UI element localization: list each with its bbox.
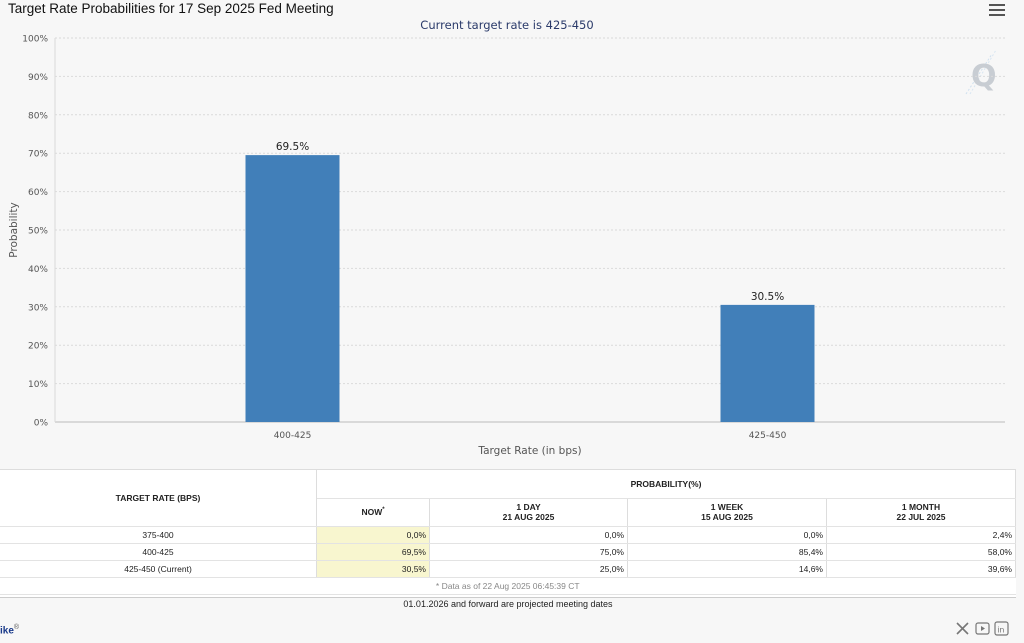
bar <box>245 155 340 422</box>
bar <box>720 304 815 422</box>
brand-text[interactable]: ike® <box>0 624 20 637</box>
chart-title: Target Rate Probabilities for 17 Sep 202… <box>8 1 334 16</box>
chart-container: Target Rate Probabilities for 17 Sep 202… <box>8 1 1005 457</box>
bar-chart: 0% 10% 20% 30% 40% 50% 60% 70% 80% 90% 100% 69.5% 3… <box>8 35 1005 457</box>
y-tick-label: 40% <box>28 265 48 275</box>
y-tick-label: 0% <box>34 419 49 429</box>
svg-text:in: in <box>997 626 1004 635</box>
target-rate-header: TARGET RATE (BPS) <box>0 470 317 527</box>
y-tick-label: 30% <box>28 303 48 313</box>
x-axis-label: Target Rate (in bps) <box>477 445 581 457</box>
one-week-header: 1 WEEK 15 AUG 2025 <box>627 498 827 527</box>
one-month-header: 1 MONTH 22 JUL 2025 <box>826 498 1016 527</box>
y-tick-label: 20% <box>28 342 48 352</box>
probability-table-container: TARGET RATE (BPS) PROBABILITY(%) NOW* 1 … <box>0 469 1016 598</box>
y-tick-label: 50% <box>28 227 48 237</box>
table-row: 425-450 (Current) 30,5% 25,0% 14,6% 39,6… <box>0 560 1016 578</box>
y-tick-label: 10% <box>28 380 48 390</box>
probability-table: TARGET RATE (BPS) PROBABILITY(%) NOW* 1 … <box>0 470 1016 595</box>
data-timestamp-note: * Data as of 22 Aug 2025 06:45:39 CT <box>0 577 1016 595</box>
y-tick-label: 70% <box>28 150 48 160</box>
table-row: 400-425 69,5% 75,0% 85,4% 58,0% <box>0 543 1016 561</box>
chart-menu-icon[interactable] <box>989 4 1005 18</box>
y-tick-label: 100% <box>22 35 48 45</box>
one-day-header: 1 DAY 21 AUG 2025 <box>429 498 628 527</box>
x-tick-label: 400-425 <box>274 431 312 441</box>
table-row: 375-400 0,0% 0,0% 0,0% 2,4% <box>0 526 1016 544</box>
linkedin-icon[interactable]: in <box>994 621 1009 636</box>
projected-dates-note: 01.01.2026 and forward are projected mee… <box>403 599 613 609</box>
now-header: NOW* <box>316 498 430 527</box>
y-tick-label: 80% <box>28 111 48 121</box>
probability-header: PROBABILITY(%) <box>316 470 1016 499</box>
x-tick-label: 425-450 <box>749 431 787 441</box>
youtube-icon[interactable] <box>975 621 990 636</box>
data-label: 69.5% <box>276 141 309 153</box>
data-label: 30.5% <box>751 291 784 303</box>
x-icon[interactable] <box>955 621 970 636</box>
chart-subtitle: Current target rate is 425-450 <box>420 18 594 32</box>
y-axis-label: Probability <box>8 202 20 258</box>
y-tick-label: 90% <box>28 73 48 83</box>
y-tick-label: 60% <box>28 188 48 198</box>
